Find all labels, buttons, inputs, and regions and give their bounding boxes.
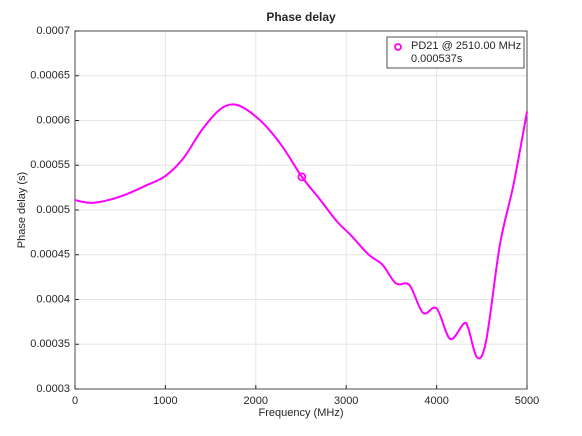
plot-frame bbox=[74, 30, 528, 390]
y-tick-label: 0.00045 bbox=[30, 249, 70, 261]
y-tick-label: 0.00035 bbox=[30, 338, 70, 350]
chart-title: Phase delay bbox=[266, 10, 336, 24]
x-tick-label: 1000 bbox=[153, 395, 177, 407]
y-tick-label: 0.00065 bbox=[30, 70, 70, 82]
y-tick-label: 0.0005 bbox=[36, 204, 70, 216]
x-tick-label: 0 bbox=[72, 395, 78, 407]
y-tick-label: 0.0003 bbox=[36, 383, 70, 395]
y-tick-label: 0.00055 bbox=[30, 159, 70, 171]
y-tick-label: 0.0007 bbox=[36, 25, 70, 37]
legend-box bbox=[386, 36, 525, 69]
legend-marker bbox=[394, 43, 402, 51]
data-line bbox=[74, 103, 528, 360]
y-axis-label: Phase delay (s) bbox=[16, 172, 28, 248]
x-axis-label: Frequency (MHz) bbox=[259, 407, 344, 419]
legend-label: PD21 @ 2510.00 MHz bbox=[411, 40, 521, 52]
legend-value: 0.000537s bbox=[411, 53, 463, 65]
x-tick-label: 2000 bbox=[244, 395, 268, 407]
x-tick-label: 5000 bbox=[515, 395, 539, 407]
data-marker bbox=[297, 172, 307, 182]
x-tick-label: 4000 bbox=[424, 395, 448, 407]
y-tick-label: 0.0004 bbox=[36, 293, 70, 305]
x-tick-label: 3000 bbox=[334, 395, 358, 407]
y-tick-label: 0.0006 bbox=[36, 114, 70, 126]
